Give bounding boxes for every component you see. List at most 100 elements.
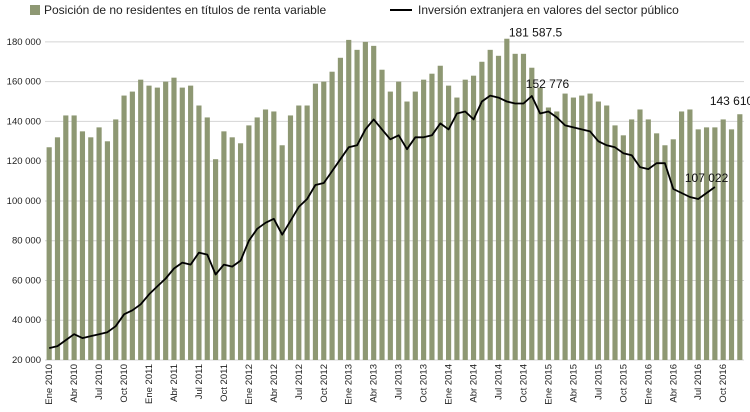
bar xyxy=(104,141,110,360)
bar xyxy=(421,79,427,361)
y-tick-label: 120 000 xyxy=(7,156,41,167)
bar xyxy=(520,53,527,360)
bar xyxy=(587,93,593,360)
bar xyxy=(695,129,701,360)
bar xyxy=(171,77,177,360)
bar xyxy=(670,139,676,360)
x-tick-label: Oct 2013 xyxy=(419,364,430,403)
bar xyxy=(579,95,585,361)
bar xyxy=(346,39,352,361)
x-tick-label: Jul 2012 xyxy=(294,364,305,400)
bar xyxy=(595,101,601,360)
bar xyxy=(529,67,535,361)
x-tick-label: Abr 2015 xyxy=(568,364,579,403)
x-tick-label: Jul 2010 xyxy=(94,364,105,400)
bar xyxy=(679,111,685,361)
bar xyxy=(213,159,219,360)
bar xyxy=(379,69,385,360)
bar xyxy=(287,115,294,361)
bar xyxy=(479,61,485,360)
legend-bar-label: Posición de no residentes en títulos de … xyxy=(44,3,327,17)
data-label: 143 610 xyxy=(710,94,750,108)
bar xyxy=(645,119,651,361)
bar xyxy=(620,135,626,360)
x-tick-label: Abr 2010 xyxy=(69,364,80,403)
bar xyxy=(454,97,460,360)
bar xyxy=(179,87,185,361)
data-label: 152 776 xyxy=(526,77,570,91)
bar xyxy=(537,87,543,361)
bar xyxy=(712,127,718,361)
x-tick-label: Ene 2016 xyxy=(643,364,654,405)
x-tick-label: Oct 2014 xyxy=(518,364,529,403)
y-tick-label: 80 000 xyxy=(12,236,41,247)
bar xyxy=(504,38,510,361)
bar xyxy=(429,73,435,360)
bar xyxy=(138,79,144,361)
bar xyxy=(687,109,693,360)
y-tick-label: 20 000 xyxy=(12,355,41,366)
x-tick-label: Jul 2016 xyxy=(693,364,704,400)
x-tick-label: Abr 2013 xyxy=(369,364,380,403)
bar xyxy=(554,111,560,361)
y-tick-label: 40 000 xyxy=(12,315,41,326)
y-tick-label: 160 000 xyxy=(7,77,41,88)
bar xyxy=(545,107,552,361)
x-tick-label: Ene 2013 xyxy=(344,364,355,405)
x-tick-label: Abr 2011 xyxy=(169,364,180,402)
bar-series xyxy=(46,38,743,361)
bar xyxy=(54,137,61,360)
bar xyxy=(396,81,402,360)
bar xyxy=(96,127,102,361)
x-tick-label: Jul 2014 xyxy=(494,364,505,400)
x-tick-label: Oct 2012 xyxy=(319,364,330,403)
bar xyxy=(79,131,86,360)
bar xyxy=(462,79,468,361)
bar xyxy=(121,95,127,361)
bar xyxy=(654,133,660,360)
annotations: 181 587.5 152 776 143 610 107 022 xyxy=(509,26,750,185)
bar xyxy=(637,109,643,360)
bar xyxy=(146,85,152,360)
bar xyxy=(221,131,227,360)
x-tick-label: Abr 2016 xyxy=(668,364,679,403)
bar xyxy=(329,71,335,361)
bar xyxy=(46,147,52,360)
y-tick-label: 100 000 xyxy=(7,196,41,207)
x-tick-label: Abr 2012 xyxy=(269,364,280,403)
bar xyxy=(662,145,668,360)
bar xyxy=(387,91,393,361)
bar xyxy=(720,119,726,361)
bar xyxy=(88,137,94,360)
x-axis-ticks: Ene 2010 Abr 2010 Jul 2010 Oct 2010 Ene 2011… xyxy=(44,364,729,405)
line-path xyxy=(48,94,716,349)
bar xyxy=(495,55,502,361)
bar xyxy=(446,85,452,360)
y-tick-label: 180 000 xyxy=(7,37,41,48)
bar xyxy=(612,125,618,360)
x-tick-label: Jul 2015 xyxy=(593,364,604,400)
bar xyxy=(354,49,360,360)
x-tick-label: Ene 2015 xyxy=(543,364,554,405)
bar xyxy=(254,117,260,360)
bar xyxy=(562,93,568,360)
legend-line-label: Inversión extranjera en valores del sect… xyxy=(418,3,679,17)
x-tick-label: Jul 2011 xyxy=(194,364,205,399)
y-tick-label: 140 000 xyxy=(7,116,41,127)
bar xyxy=(271,111,277,361)
bar xyxy=(304,105,310,360)
data-label: 181 587.5 xyxy=(509,26,563,40)
line-series xyxy=(48,94,716,349)
x-tick-label: Ene 2014 xyxy=(444,364,455,405)
bar xyxy=(371,45,377,360)
bar xyxy=(237,143,244,360)
bar xyxy=(63,115,69,361)
bar xyxy=(470,75,477,361)
bar xyxy=(229,137,235,360)
bar xyxy=(296,105,302,360)
x-tick-label: Ene 2012 xyxy=(244,364,255,405)
x-tick-label: Ene 2011 xyxy=(144,364,155,404)
x-tick-label: Oct 2011 xyxy=(219,364,230,402)
bar xyxy=(404,101,410,360)
